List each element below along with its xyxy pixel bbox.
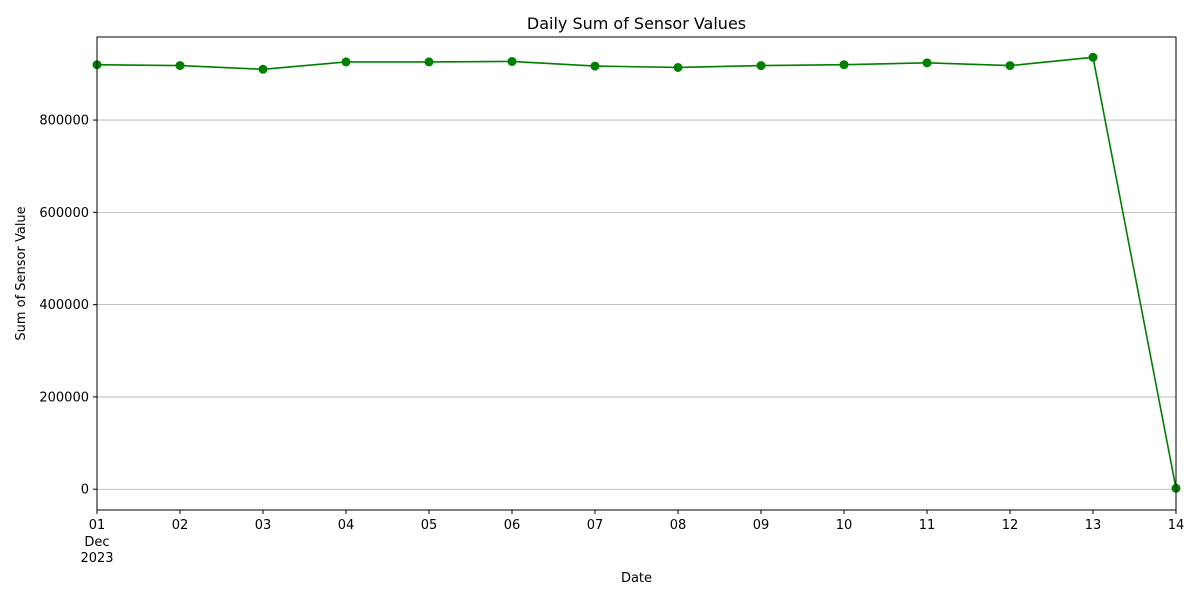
x-tick-label: 10 [836,518,853,533]
gridlines [97,119,1176,490]
data-point [1005,61,1015,71]
data-point [424,57,434,67]
x-tick-label: 02 [172,518,189,533]
axes [96,36,1177,511]
x-tick-label: 01 [89,518,106,533]
chart-title: Daily Sum of Sensor Values [527,14,746,33]
y-tick-label: 400000 [39,298,89,313]
data-point [922,58,932,68]
x-month-label: Dec [84,535,109,550]
data-point [756,61,766,71]
x-tick-label: 14 [1168,518,1185,533]
x-tick-label: 09 [753,518,770,533]
data-point [175,61,185,71]
y-tick-label: 0 [81,483,89,498]
x-tick-label: 12 [1002,518,1019,533]
x-year-label: 2023 [80,551,113,566]
x-tick-label: 06 [504,518,521,533]
data-point [1088,52,1098,62]
y-tick-label: 200000 [39,390,89,405]
tick-layer: 0 200000 400000 600000 800000 01 02 03 04 05 06 07 0… [39,114,1184,533]
x-tick-label: 11 [919,518,936,533]
data-point [341,57,351,67]
plot-frame [96,36,1177,511]
x-axis-label: Date [621,571,652,586]
y-tick-label: 600000 [39,206,89,221]
y-axis-label: Sum of Sensor Value [14,206,29,340]
data-point [507,56,517,66]
x-tick-label: 03 [255,518,272,533]
x-tick-label: 04 [338,518,355,533]
data-point [258,64,268,74]
data-point [839,60,849,70]
x-tick-label: 13 [1085,518,1102,533]
series-line [96,56,1177,489]
x-tick-label: 08 [670,518,687,533]
series-layer [92,52,1181,493]
x-tick-label: 05 [421,518,438,533]
y-tick-label: 800000 [39,114,89,129]
data-point [673,62,683,72]
data-point [590,61,600,71]
x-tick-label: 07 [587,518,604,533]
